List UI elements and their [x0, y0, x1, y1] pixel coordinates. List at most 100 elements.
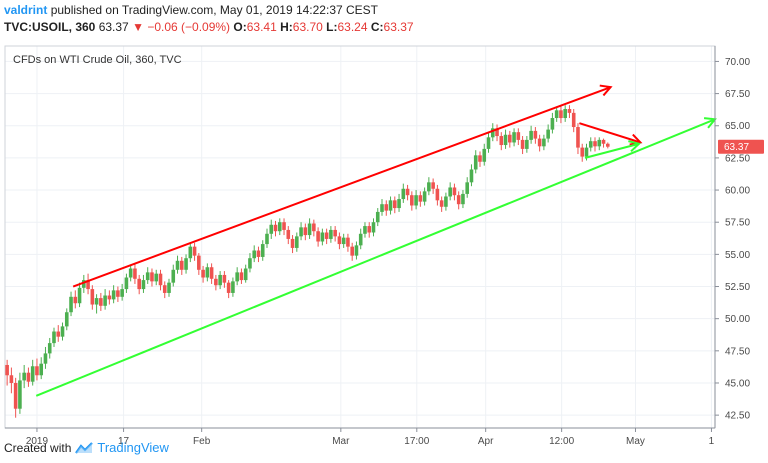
candle-up	[465, 177, 470, 198]
footer: Created with TradingView	[4, 440, 169, 455]
candle-down	[73, 290, 78, 309]
candle-up	[529, 125, 533, 144]
trendline-segment[interactable]	[579, 122, 641, 144]
trendline-segment[interactable]	[72, 86, 611, 288]
candle-up	[329, 226, 333, 243]
candle-up	[82, 274, 86, 293]
candle-up	[124, 273, 129, 293]
candle-down	[452, 183, 457, 201]
candle-body	[435, 188, 440, 201]
candle-up	[22, 364, 26, 389]
candle-up	[128, 264, 133, 282]
candle-up	[542, 134, 546, 151]
candle-body	[77, 287, 82, 304]
candle-up	[60, 322, 65, 341]
candle-down	[495, 124, 499, 142]
time-axis[interactable]: 2019 17 Feb Mar 17:00 Apr 12:00 May 1	[26, 428, 715, 447]
candle-down	[533, 127, 538, 144]
candle-body	[286, 229, 291, 239]
candle-body	[410, 195, 414, 206]
candle-up	[265, 228, 269, 248]
candle-down	[537, 134, 542, 152]
trendline-wedge-top[interactable]	[579, 122, 643, 146]
trendline-segment[interactable]	[584, 142, 640, 159]
time-tick-label: Feb	[193, 436, 211, 447]
candle-body	[18, 380, 22, 409]
candle-body	[235, 272, 239, 282]
candle-body	[490, 128, 495, 138]
candle-up	[588, 137, 593, 152]
candle-body	[512, 132, 516, 143]
candle-body	[133, 268, 137, 279]
candle-body	[120, 289, 124, 297]
candle-body	[214, 278, 218, 286]
candle-down	[346, 233, 350, 252]
candle-down	[239, 268, 244, 284]
candle-up	[427, 177, 431, 196]
candle-down	[133, 263, 137, 284]
price-tick-label: 55.00	[725, 250, 750, 261]
candle-body	[559, 110, 563, 119]
candle-down	[197, 253, 201, 275]
candle-up	[354, 241, 359, 260]
price-axis[interactable]: 42.50 45.00 47.50 50.00 52.50 55.00 57.50 60.00…	[715, 57, 750, 422]
candle-body	[520, 139, 525, 149]
candle-down	[439, 196, 444, 212]
candle-body	[137, 278, 141, 290]
candle-body	[427, 182, 431, 192]
trendline-lower-channel[interactable]	[35, 117, 717, 397]
candle-down	[593, 137, 597, 152]
candle-down	[410, 191, 414, 211]
candle-body	[397, 199, 401, 209]
price-tick-label: 67.50	[725, 89, 750, 100]
trendlines[interactable]	[35, 84, 717, 397]
candle-body	[162, 285, 167, 293]
candle-body	[546, 129, 550, 139]
candle-body	[401, 188, 406, 200]
candles	[5, 105, 610, 418]
candle-up	[295, 232, 299, 252]
candle-body	[354, 245, 359, 256]
open-value: 63.41	[246, 20, 277, 34]
candle-up	[469, 164, 474, 187]
candle-body	[171, 269, 176, 283]
tradingview-brand[interactable]: TradingView	[97, 440, 169, 455]
candle-up	[307, 218, 312, 239]
candle-body	[256, 250, 261, 257]
candle-body	[248, 258, 252, 269]
price-tick-label: 52.50	[725, 282, 750, 293]
candle-up	[388, 196, 393, 215]
candle-up	[554, 106, 559, 122]
candle-down	[192, 242, 197, 261]
candle-body	[243, 268, 248, 281]
candle-down	[86, 273, 90, 295]
candle-body	[542, 138, 546, 147]
candle-body	[111, 290, 116, 300]
candle-down	[418, 191, 423, 207]
candle-body	[516, 132, 521, 140]
author-name[interactable]: valdrint	[4, 3, 48, 17]
trendline-upper-channel[interactable]	[72, 84, 613, 288]
candle-up	[171, 264, 176, 287]
candle-down	[116, 286, 120, 302]
trendline-wedge-bottom[interactable]	[584, 140, 642, 159]
candle-body	[448, 187, 452, 197]
candle-down	[333, 226, 337, 242]
price-tick-label: 70.00	[725, 57, 750, 68]
candle-body	[222, 274, 227, 283]
candle-up	[380, 199, 384, 216]
candle-body	[422, 191, 427, 202]
symbol-label: TVC:USOIL, 360	[4, 20, 96, 34]
candle-down	[290, 235, 295, 254]
trendline-arrowhead	[629, 133, 643, 146]
candle-up	[550, 112, 555, 134]
price-tick-label: 42.50	[725, 411, 750, 422]
candle-body	[150, 272, 154, 282]
candle-up	[546, 124, 550, 143]
candle-up	[184, 254, 188, 274]
candle-body	[388, 200, 393, 211]
candle-body	[56, 331, 61, 337]
trendline-segment[interactable]	[35, 118, 716, 397]
candle-down	[256, 246, 261, 263]
